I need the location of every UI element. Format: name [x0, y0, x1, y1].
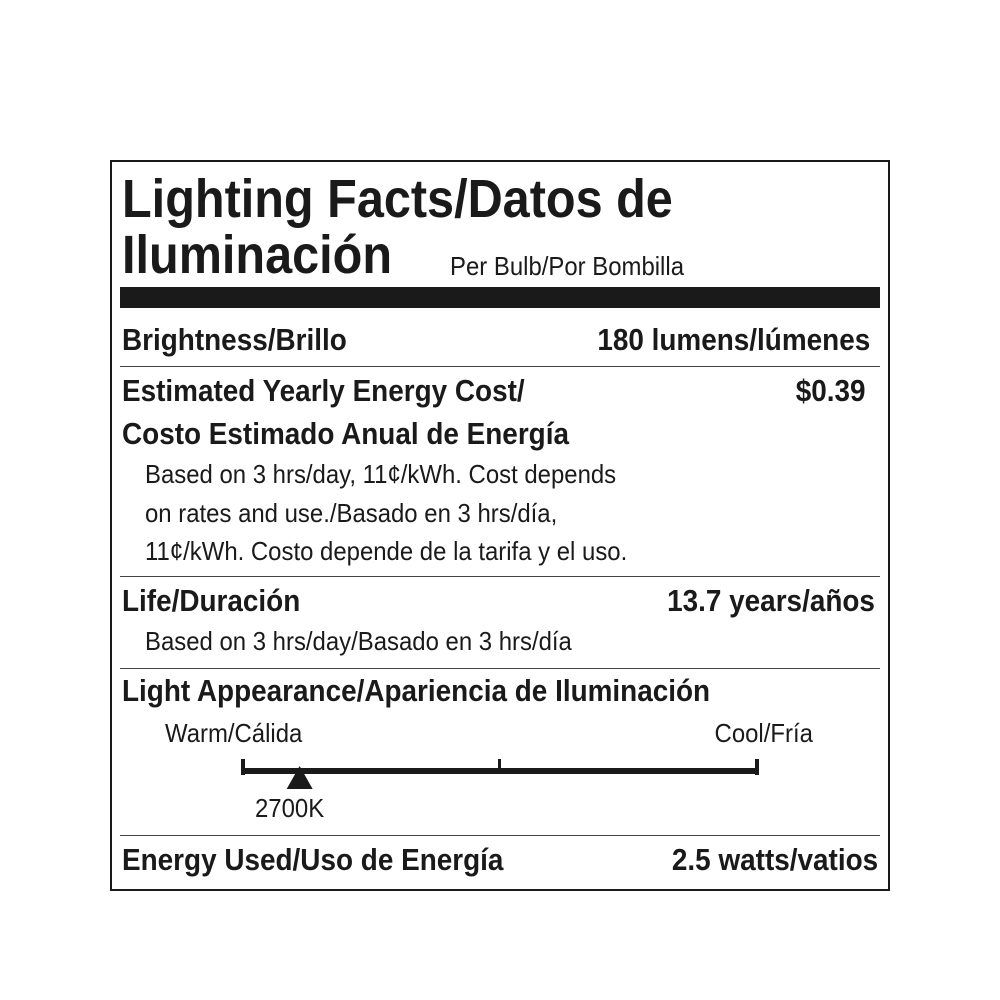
scale-tick — [755, 759, 759, 775]
divider — [120, 576, 880, 577]
energy-used-label: Energy Used/Uso de Energía — [122, 842, 504, 877]
energy-cost-label-en: Estimated Yearly Energy Cost/ — [122, 373, 525, 408]
marker-value: 2700K — [255, 793, 325, 823]
divider — [120, 668, 880, 669]
life-label: Life/Duración — [122, 583, 301, 618]
energy-cost-label-es: Costo Estimado Anual de Energía — [122, 416, 569, 451]
energy-cost-note: 11¢/kWh. Costo depende de la tarifa y el… — [145, 536, 628, 566]
life-note: Based on 3 hrs/day/Basado en 3 hrs/día — [145, 626, 572, 656]
per-bulb: Per Bulb/Por Bombilla — [450, 251, 684, 281]
lighting-facts-label — [110, 160, 890, 891]
scale-marker-triangle — [286, 766, 313, 789]
energy-used-value: 2.5 watts/vatios — [671, 842, 878, 877]
brightness-label: Brightness/Brillo — [122, 322, 347, 357]
divider — [120, 835, 880, 836]
brightness-value: 180 lumens/lúmenes — [597, 322, 870, 357]
life-value: 13.7 years/años — [667, 583, 875, 618]
scale-tick — [241, 759, 245, 775]
header-bar — [120, 287, 880, 308]
energy-cost-note: Based on 3 hrs/day, 11¢/kWh. Cost depend… — [145, 459, 617, 489]
title-line-2: Iluminación — [122, 225, 393, 285]
energy-cost-value: $0.39 — [796, 373, 866, 408]
divider — [120, 366, 880, 367]
energy-cost-note: on rates and use./Basado en 3 hrs/día, — [145, 498, 558, 528]
scale-tick — [498, 759, 501, 774]
warm-label: Warm/Cálida — [165, 718, 303, 748]
cool-label: Cool/Fría — [714, 718, 813, 748]
appearance-label: Light Appearance/Apariencia de Iluminaci… — [122, 673, 711, 708]
title-line-1: Lighting Facts/Datos de — [122, 169, 673, 229]
